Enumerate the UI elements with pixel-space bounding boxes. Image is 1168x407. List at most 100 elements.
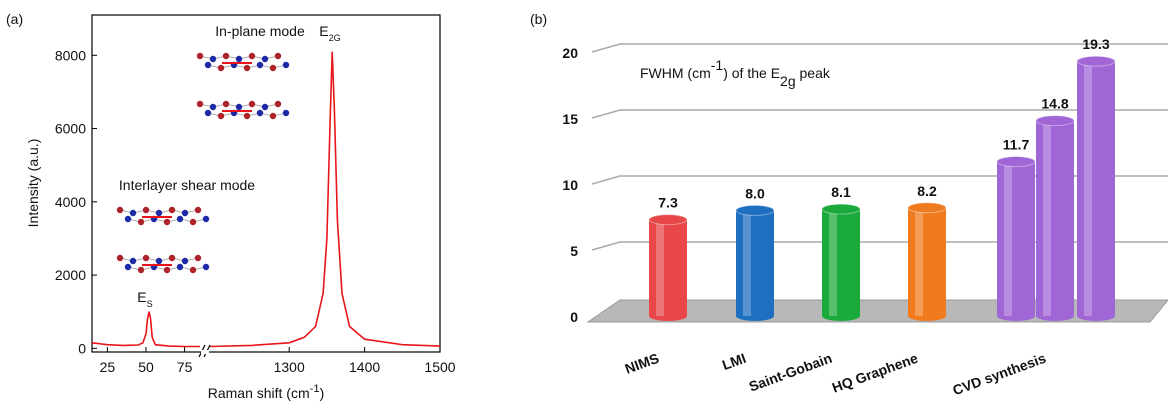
bar [1036, 120, 1074, 316]
atom [176, 263, 184, 271]
subscript: S [147, 299, 153, 309]
y-tick-label: 0 [78, 340, 86, 356]
text-part: FWHM (cm [640, 65, 711, 81]
bar-top [735, 204, 775, 216]
y-tick-label: 15 [562, 111, 578, 127]
atom [168, 254, 176, 262]
superscript: -1 [711, 57, 724, 73]
atom [181, 209, 189, 217]
spectrum-line [209, 51, 441, 348]
atom [189, 266, 197, 274]
atom [129, 257, 137, 265]
bar [736, 210, 774, 316]
atom [274, 100, 282, 108]
atom [282, 61, 290, 69]
annotation: ES [137, 289, 152, 309]
atom [269, 64, 277, 72]
atom [176, 215, 184, 223]
atom [129, 209, 137, 217]
atom [235, 55, 243, 63]
value-label: 8.0 [745, 185, 765, 201]
atom [163, 218, 171, 226]
x-tick-label: Saint-Gobain [747, 350, 834, 395]
atom [217, 112, 225, 120]
text-part: E [137, 289, 146, 305]
x-tick-label: LMI [720, 350, 748, 373]
bar-shine [743, 210, 751, 316]
bar-top [907, 202, 947, 214]
bar [1077, 61, 1115, 316]
atom [269, 112, 277, 120]
bar-shine [656, 219, 664, 316]
y-tick-label: 5 [570, 243, 578, 259]
annotation: In-plane mode [215, 23, 305, 39]
y-tick-label: 10 [562, 177, 578, 193]
grid-line [591, 241, 1168, 251]
bar-top [648, 214, 688, 226]
atom [181, 257, 189, 265]
value-label: 8.2 [917, 183, 937, 199]
x-tick-label: 75 [177, 359, 193, 375]
grid-line [591, 43, 1168, 53]
value-label: 11.7 [1003, 137, 1030, 153]
atom [243, 64, 251, 72]
atom [248, 52, 256, 60]
text-part: E [319, 23, 328, 39]
atom [261, 103, 269, 111]
bar-top [1035, 115, 1075, 127]
x-tick-label: HQ Graphene [830, 350, 920, 396]
panel-label: (a) [6, 11, 23, 27]
atom [202, 263, 210, 271]
bar-shine [1004, 161, 1012, 316]
atom [189, 218, 197, 226]
atom [196, 52, 204, 60]
atom [142, 206, 150, 214]
y-tick-label: 0 [570, 309, 578, 325]
x-tick-label: NIMS [623, 350, 661, 377]
x-axis-label: Raman shift (cm-1) [208, 383, 325, 401]
text-part: ) [320, 385, 325, 401]
atom [168, 206, 176, 214]
y-tick-label: 2000 [55, 267, 86, 283]
value-label: 19.3 [1082, 36, 1109, 52]
y-tick-label: 4000 [55, 194, 86, 210]
bar [822, 209, 860, 316]
x-tick-label: CVD synthesis [950, 350, 1048, 399]
x-tick-label: 1500 [424, 359, 455, 375]
grid-line [591, 109, 1168, 119]
atom [194, 206, 202, 214]
break-gap [201, 350, 209, 354]
bar [908, 207, 946, 316]
atom [155, 257, 163, 265]
atom [209, 55, 217, 63]
molecule-layer [196, 100, 290, 120]
atom [243, 112, 251, 120]
superscript: -1 [310, 383, 320, 395]
x-tick-label: 50 [138, 359, 154, 375]
y-tick-label: 6000 [55, 121, 86, 137]
molecule-layer [196, 52, 290, 72]
atom [137, 218, 145, 226]
chart-title: FWHM (cm-1) of the E2g peak [640, 57, 831, 89]
y-axis-label: Intensity (a.u.) [25, 139, 41, 228]
atom [282, 109, 290, 117]
atom [155, 209, 163, 217]
atom [248, 100, 256, 108]
atom [235, 103, 243, 111]
x-tick-label: 25 [100, 359, 116, 375]
bar-top [996, 156, 1036, 168]
atom [222, 100, 230, 108]
bar-top [1076, 55, 1116, 67]
molecule-layer [116, 206, 210, 226]
text-part: ) of the E [723, 65, 780, 81]
atom [222, 52, 230, 60]
value-label: 7.3 [658, 195, 678, 211]
atom [209, 103, 217, 111]
atom [202, 215, 210, 223]
annotation: Interlayer shear mode [119, 177, 255, 193]
y-tick-label: 8000 [55, 47, 86, 63]
atom [194, 254, 202, 262]
atom [204, 109, 212, 117]
atom [274, 52, 282, 60]
